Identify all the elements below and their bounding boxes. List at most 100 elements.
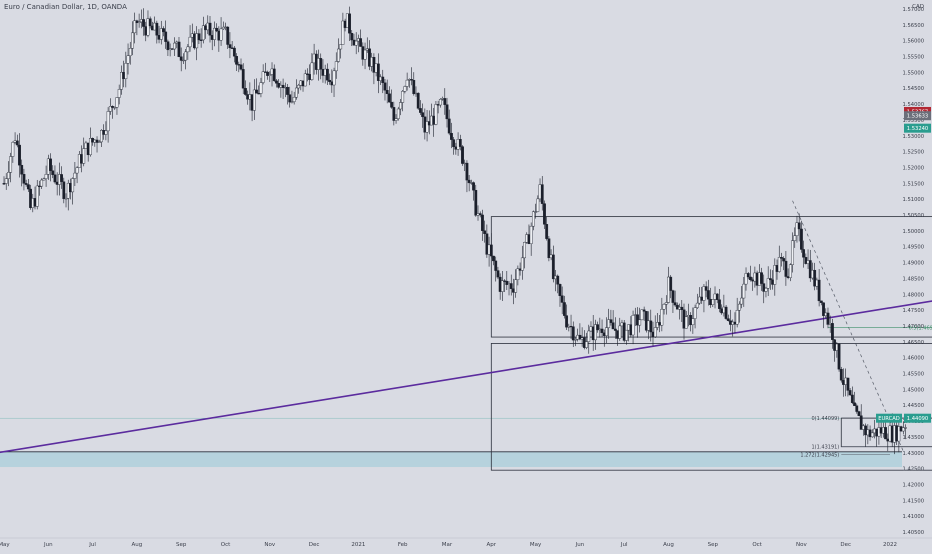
y-tick-label: 1.47500 [903, 308, 924, 314]
candle-body [613, 328, 617, 331]
candle-body [768, 278, 772, 281]
candle-body [897, 426, 901, 442]
fib-level-label: 0(1.44099) [812, 416, 840, 422]
candle-body [884, 427, 887, 440]
candle-body [275, 80, 278, 84]
x-tick-label: Oct [221, 542, 231, 548]
candle-body [425, 121, 429, 133]
candle-body [179, 56, 183, 61]
y-tick-label: 1.41000 [903, 514, 924, 520]
candle-body [228, 44, 232, 49]
candle-body [638, 319, 642, 326]
candle-body [596, 324, 600, 331]
candle-body [483, 230, 487, 234]
candle-body [594, 324, 597, 341]
candle-body [49, 158, 52, 171]
y-tick-label: 1.45000 [903, 387, 924, 393]
candle-body [839, 368, 843, 381]
candle-body [691, 318, 695, 326]
candle-body [531, 211, 535, 227]
candle-body [461, 146, 464, 164]
candle-body [403, 86, 407, 92]
candle-body [671, 290, 675, 303]
candle-body [363, 49, 367, 60]
candle-body [332, 70, 336, 86]
candle-body [106, 111, 110, 132]
candle-body [88, 138, 92, 156]
candle-body [773, 265, 777, 285]
candle-body [618, 325, 622, 339]
candle-body [255, 89, 258, 94]
candle-body [485, 233, 489, 255]
candle-body [396, 108, 400, 119]
candle-body [419, 108, 422, 113]
candle-body [166, 41, 170, 51]
candle-body [266, 71, 269, 76]
candle-body [673, 302, 677, 306]
candle-body [653, 327, 657, 338]
candle-body [359, 38, 363, 47]
candle-body [609, 319, 613, 323]
y-tick-label: 1.51500 [903, 181, 924, 187]
candle-body [104, 130, 108, 135]
candle-body [221, 26, 225, 30]
y-tick-label: 1.52000 [903, 165, 924, 171]
candle-body [534, 211, 538, 213]
candle-body [208, 22, 212, 36]
candle-body [850, 394, 854, 403]
candle-body [281, 84, 285, 88]
candle-body [611, 322, 615, 330]
y-tick-label: 1.47000 [903, 324, 924, 330]
x-tick-label: Mar [442, 542, 453, 548]
y-tick-label: 1.50500 [903, 213, 924, 219]
candle-body [334, 61, 338, 72]
candle-body [133, 20, 137, 34]
candle-body [399, 102, 402, 110]
candle-body [219, 28, 223, 41]
candle-body [9, 156, 13, 173]
candle-body [740, 297, 743, 305]
candle-body [348, 13, 351, 34]
candle-body [822, 302, 825, 316]
candle-body [148, 18, 152, 27]
y-tick-label: 1.49000 [903, 261, 924, 267]
candle-body [450, 132, 453, 140]
candle-body [684, 316, 688, 329]
candle-body [244, 88, 247, 95]
x-tick-label: Apr [487, 542, 497, 548]
x-tick-label: Sep [708, 542, 719, 548]
candle-body [492, 255, 495, 262]
candle-body [292, 96, 296, 102]
candle-body [195, 33, 199, 49]
candle-body [257, 93, 261, 95]
candle-body [540, 184, 544, 204]
candle-body [261, 71, 265, 83]
price-tag-bg [904, 123, 931, 133]
candle-body [394, 118, 398, 121]
candle-body [381, 76, 385, 83]
x-tick-label: Sep [176, 542, 187, 548]
fib-level-label: 1(1.43191) [812, 445, 840, 451]
candle-body [607, 319, 611, 328]
candle-body [22, 174, 26, 184]
candle-body [664, 302, 668, 305]
candle-body [197, 33, 201, 41]
candle-body [837, 343, 841, 370]
candle-body [855, 405, 859, 412]
y-tick-label: 1.55000 [903, 70, 924, 76]
candle-body [75, 167, 79, 174]
candle-body [791, 240, 794, 265]
candle-body [496, 270, 500, 278]
candle-body [385, 90, 389, 94]
candle-body [472, 182, 475, 191]
y-tick-label: 1.55500 [903, 55, 924, 61]
x-tick-label: Dec [309, 542, 320, 548]
y-tick-label: 1.46500 [903, 340, 924, 346]
price-tag-bg [904, 413, 931, 423]
candle-body [390, 101, 394, 108]
candle-body [445, 104, 449, 120]
y-tick-label: 1.40500 [903, 530, 924, 536]
candle-body [2, 183, 6, 185]
